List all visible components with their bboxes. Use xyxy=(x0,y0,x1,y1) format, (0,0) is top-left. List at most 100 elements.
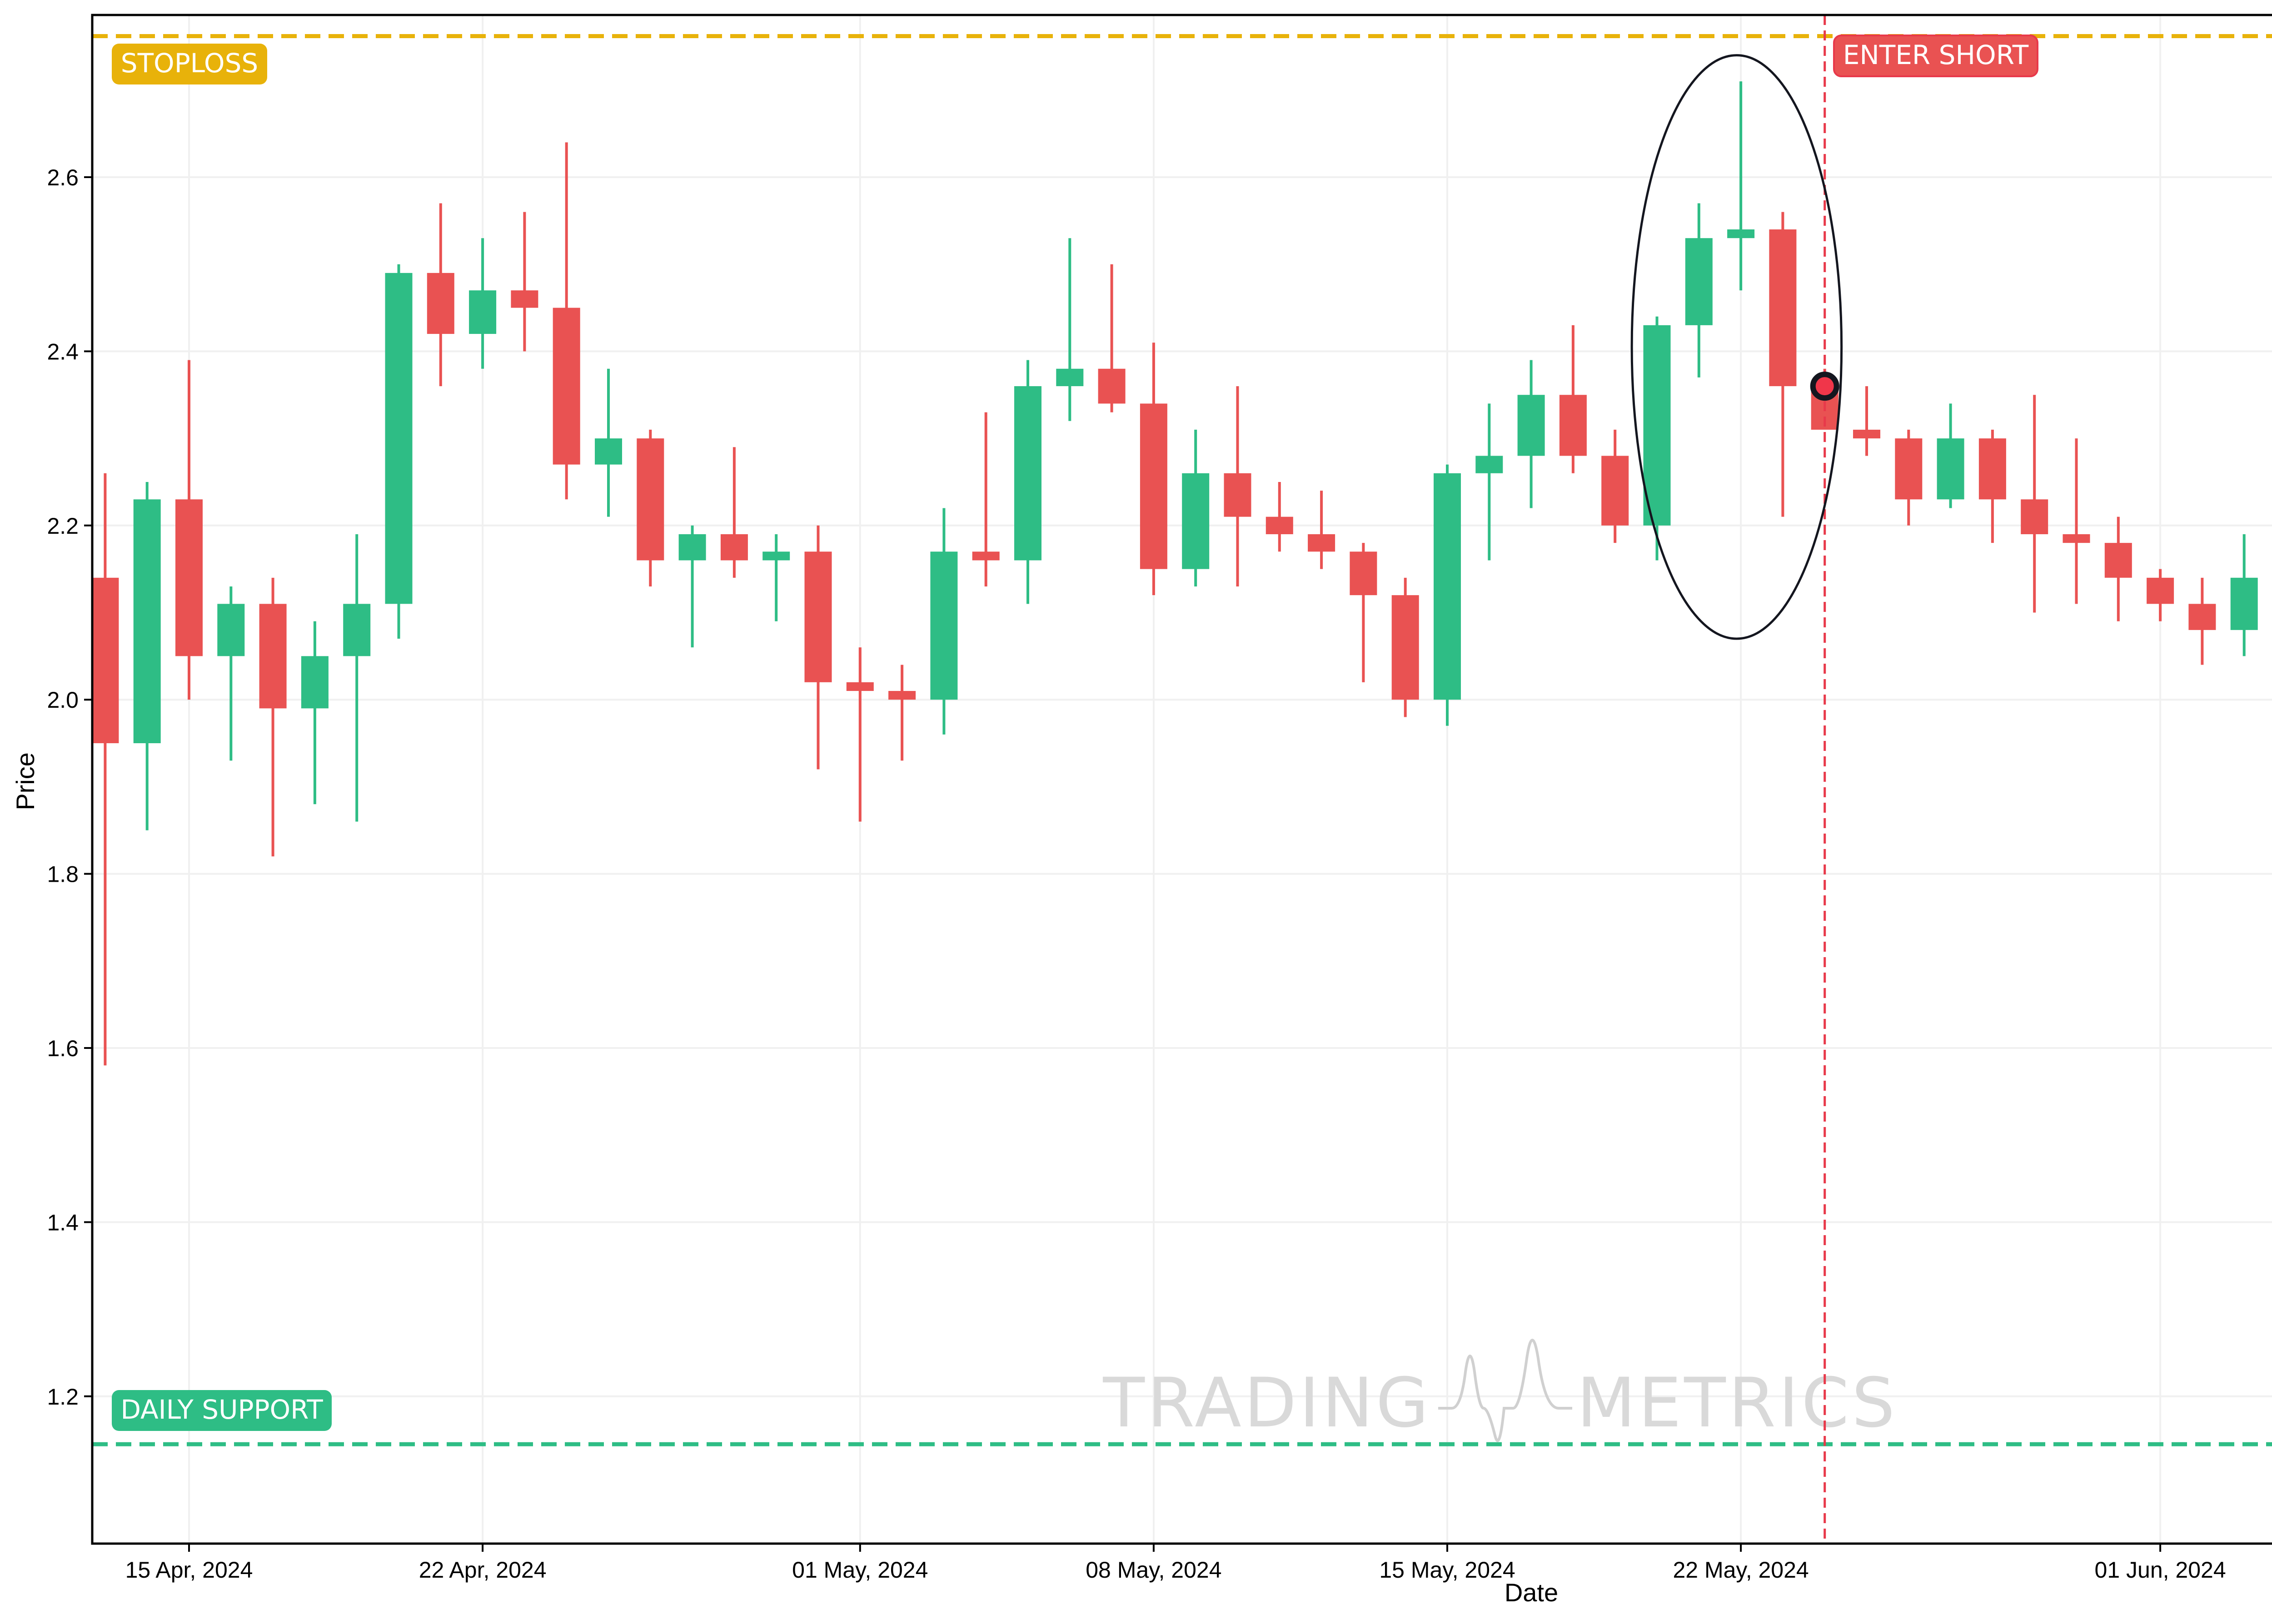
candle xyxy=(1643,316,1671,561)
trade-markers xyxy=(1810,372,1839,401)
candle-body xyxy=(133,499,161,744)
y-tick-label: 1.6 xyxy=(47,1036,79,1061)
candle xyxy=(1769,212,1797,517)
candle-body xyxy=(1391,595,1419,700)
candle-body xyxy=(930,551,958,700)
candle-body xyxy=(1895,438,1923,500)
candle-body xyxy=(91,577,119,744)
candle xyxy=(1391,577,1419,717)
x-tick-label: 22 May, 2024 xyxy=(1673,1557,1809,1583)
candle xyxy=(91,473,119,1066)
candle-body xyxy=(888,691,916,700)
candle-body xyxy=(1769,229,1797,387)
candle-body xyxy=(1601,456,1629,526)
candle xyxy=(2230,534,2258,656)
candle xyxy=(553,142,580,500)
candle xyxy=(385,264,413,639)
candle xyxy=(595,368,622,517)
candle-body xyxy=(385,273,413,604)
candle xyxy=(217,586,245,761)
candle xyxy=(343,534,371,822)
candle xyxy=(1978,429,2006,543)
candles-series xyxy=(91,81,2258,1066)
candle-body xyxy=(2230,577,2258,630)
candle xyxy=(1014,360,1041,604)
candle-body xyxy=(2147,577,2174,604)
candle xyxy=(1727,81,1755,291)
candle-body xyxy=(1350,551,1377,596)
candle xyxy=(1601,429,1629,543)
watermark-text-metrics: METRICS xyxy=(1577,1364,1898,1443)
candle xyxy=(1056,238,1084,421)
candle xyxy=(972,412,1000,586)
candle xyxy=(678,525,706,648)
candle xyxy=(804,525,832,770)
candle xyxy=(1266,482,1293,552)
candle xyxy=(427,203,454,387)
candle-body xyxy=(1140,403,1167,569)
candle-body xyxy=(259,604,287,709)
axes: 1.2 1.4 1.6 1.8 2.0 2.2 2.4 2.6 15 Apr, 2024 22 A… xyxy=(47,14,2272,1583)
candle xyxy=(301,621,329,805)
candle xyxy=(1182,429,1210,586)
candle-body xyxy=(1475,456,1503,473)
x-tick-label: 15 May, 2024 xyxy=(1379,1557,1515,1583)
candle xyxy=(2063,438,2090,604)
candle-body xyxy=(595,438,622,465)
candle-body xyxy=(1056,368,1084,387)
y-axis-title: Price xyxy=(11,752,40,810)
stoploss-label-text: STOPLOSS xyxy=(121,48,258,79)
candle-body xyxy=(1937,438,1964,500)
candle xyxy=(846,647,874,822)
candle xyxy=(1350,543,1377,682)
candle-body xyxy=(846,682,874,691)
candle-body xyxy=(175,499,203,656)
candle xyxy=(1559,325,1587,473)
candle xyxy=(1937,403,1964,508)
candle xyxy=(2147,569,2174,621)
candle-body xyxy=(762,551,790,561)
plot-frame xyxy=(91,14,2272,1545)
candle xyxy=(637,429,664,586)
candle-body xyxy=(1266,517,1293,534)
candle xyxy=(1140,343,1167,596)
candle xyxy=(1098,264,1126,412)
candle-body xyxy=(1853,429,1880,439)
candle xyxy=(133,482,161,830)
candle xyxy=(762,534,790,621)
y-tick-label: 2.0 xyxy=(47,687,79,713)
candle-body xyxy=(1434,473,1461,700)
x-tick-label: 01 May, 2024 xyxy=(792,1557,928,1583)
candle-body xyxy=(804,551,832,682)
candle-body xyxy=(720,534,748,561)
candle-body xyxy=(2063,534,2090,543)
daily-support-label: DAILY SUPPORT xyxy=(112,1390,332,1431)
candle-body xyxy=(1224,473,1251,517)
y-tick-label: 1.8 xyxy=(47,862,79,887)
candle-body xyxy=(637,438,664,561)
x-tick-label: 08 May, 2024 xyxy=(1086,1557,1221,1583)
candle-body xyxy=(1517,395,1545,456)
candle xyxy=(1853,386,1880,456)
candle-body xyxy=(217,604,245,656)
vertical-lines xyxy=(1824,15,1826,1544)
candle xyxy=(1895,429,1923,526)
candle-body xyxy=(2104,543,2132,578)
candle-body xyxy=(678,534,706,561)
candle-body xyxy=(301,656,329,709)
candle xyxy=(511,212,538,352)
candle-body xyxy=(1685,238,1713,325)
candle xyxy=(1224,386,1251,586)
candle xyxy=(469,238,497,369)
candle xyxy=(2104,517,2132,621)
daily-support-label-text: DAILY SUPPORT xyxy=(120,1394,323,1425)
candle xyxy=(888,665,916,761)
x-tick-label: 15 Apr, 2024 xyxy=(125,1557,253,1583)
y-tick-label: 1.4 xyxy=(47,1210,79,1235)
y-tick-label: 2.2 xyxy=(47,513,79,539)
candle xyxy=(1308,491,1335,569)
candle-body xyxy=(1098,368,1126,404)
x-axis-title: Date xyxy=(1505,1578,1558,1607)
candle-body xyxy=(1643,325,1671,526)
